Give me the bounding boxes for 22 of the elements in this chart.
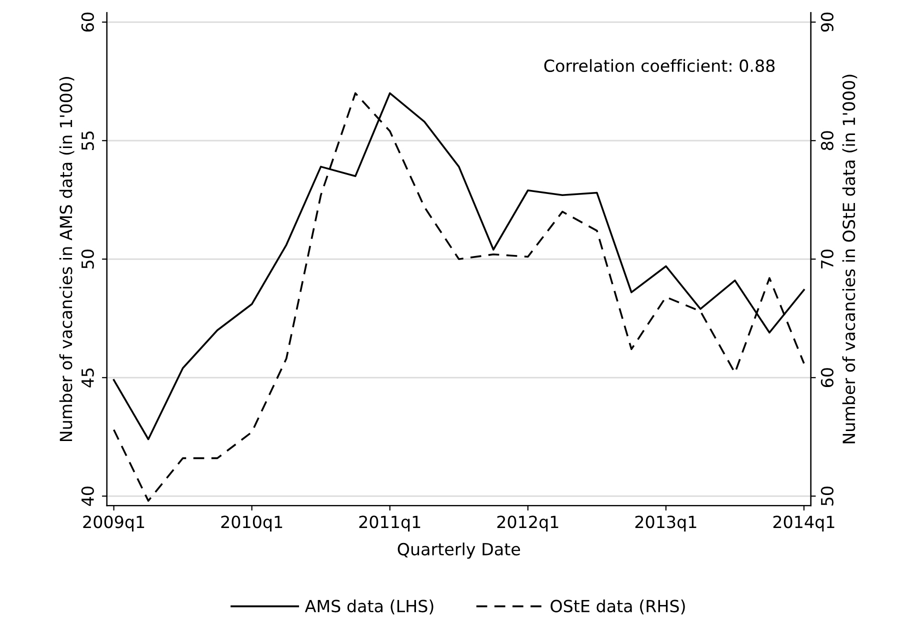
x-tick-label: 2014q1	[773, 516, 834, 532]
y2-tick-label: 70	[820, 250, 834, 268]
x-tick-label: 2010q1	[221, 516, 282, 532]
legend-label: OStE data (RHS)	[550, 599, 685, 614]
y2-tick-label: 60	[820, 368, 834, 388]
y2-tick-label: 90	[820, 12, 834, 32]
y-tick-label: 45	[82, 368, 94, 388]
x-tick-label: 2013q1	[635, 516, 696, 532]
x-axis-title: Quarterly Date	[398, 542, 520, 559]
legend-label: AMS data (LHS)	[304, 599, 434, 614]
y2-tick-label: 50	[820, 486, 834, 506]
y2-axis-title: Number of vacancies in OStE data (in 1'000)	[842, 74, 858, 444]
y-tick-label: 40	[81, 486, 94, 506]
y-tick-label: 55	[82, 131, 94, 150]
x-tick-label: 2011q1	[359, 516, 420, 532]
annotation: Correlation coefficient: 0.88	[544, 59, 775, 72]
x-tick-label: 2009q1	[83, 516, 144, 532]
y-tick-label: 50	[81, 250, 94, 268]
x-tick-label: 2012q1	[497, 516, 558, 532]
y2-tick-label: 80	[820, 131, 834, 150]
y-axis-title: Number of vacancies in AMS data (in 1'000)	[59, 76, 74, 442]
y-tick-label: 60	[81, 12, 94, 32]
